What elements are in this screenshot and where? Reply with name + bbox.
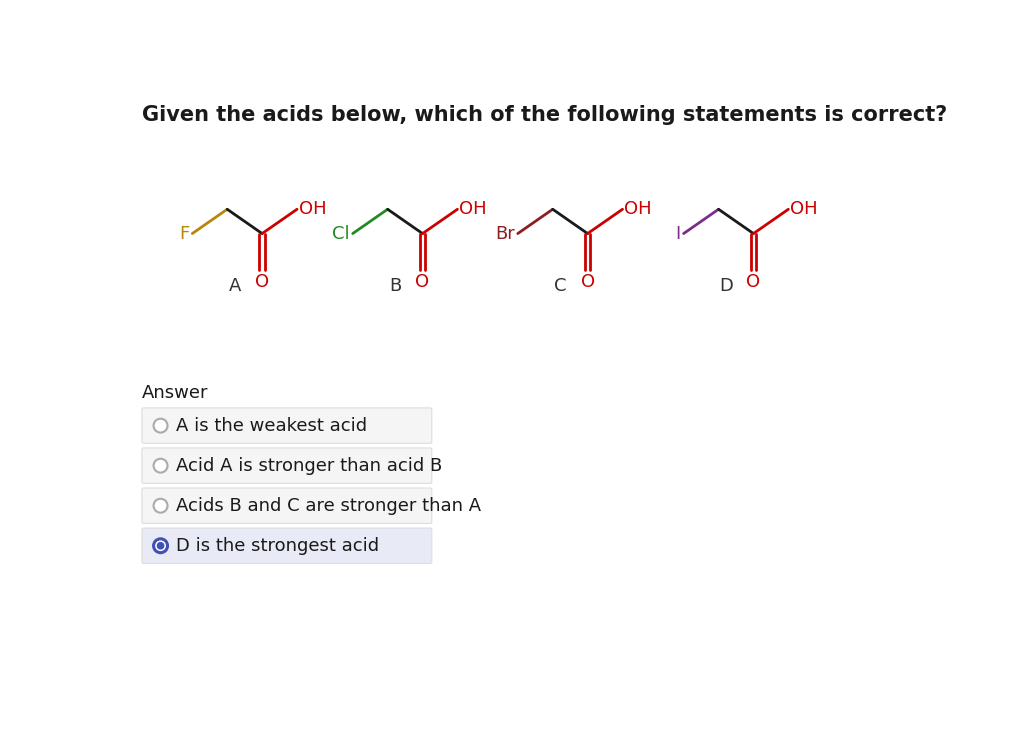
- Text: Cl: Cl: [332, 225, 349, 242]
- Text: Answer: Answer: [142, 384, 209, 402]
- Text: OH: OH: [624, 200, 651, 218]
- Text: OH: OH: [299, 200, 327, 218]
- Text: O: O: [581, 272, 595, 291]
- Text: Br: Br: [495, 225, 515, 242]
- Circle shape: [154, 499, 168, 512]
- Text: A: A: [228, 277, 241, 295]
- FancyBboxPatch shape: [142, 528, 432, 564]
- Text: I: I: [675, 225, 681, 242]
- Text: O: O: [416, 272, 430, 291]
- Text: O: O: [746, 272, 761, 291]
- Text: OH: OH: [459, 200, 486, 218]
- Circle shape: [154, 419, 168, 433]
- FancyBboxPatch shape: [142, 408, 432, 443]
- Text: D is the strongest acid: D is the strongest acid: [176, 537, 379, 555]
- Circle shape: [154, 458, 168, 472]
- FancyBboxPatch shape: [142, 448, 432, 483]
- Text: B: B: [389, 277, 401, 295]
- Text: D: D: [720, 277, 733, 295]
- FancyBboxPatch shape: [142, 488, 432, 523]
- Text: OH: OH: [790, 200, 817, 218]
- Text: Acids B and C are stronger than A: Acids B and C are stronger than A: [176, 496, 481, 515]
- Text: A is the weakest acid: A is the weakest acid: [176, 417, 368, 434]
- Text: C: C: [554, 277, 566, 295]
- Text: F: F: [179, 225, 189, 242]
- Text: O: O: [255, 272, 269, 291]
- Circle shape: [157, 542, 165, 550]
- Text: Given the acids below, which of the following statements is correct?: Given the acids below, which of the foll…: [142, 104, 947, 125]
- Circle shape: [154, 539, 168, 553]
- Text: Acid A is stronger than acid B: Acid A is stronger than acid B: [176, 457, 442, 475]
